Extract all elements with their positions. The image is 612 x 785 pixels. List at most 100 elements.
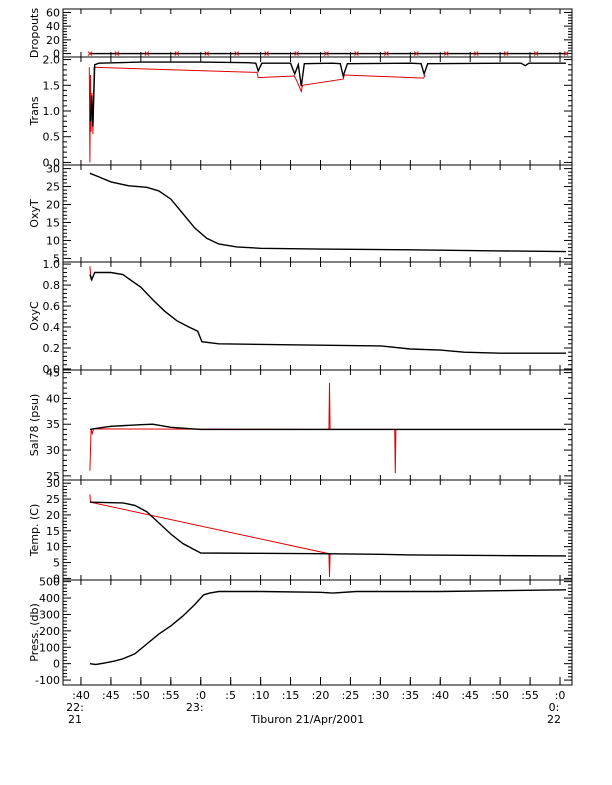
y-tick-label: 0 bbox=[53, 48, 60, 61]
dropout-marker bbox=[443, 51, 449, 56]
y-tick-label: 1.0 bbox=[43, 258, 61, 271]
y-tick-label: 10 bbox=[46, 541, 60, 554]
dropout-marker bbox=[324, 51, 329, 56]
y-tick-label: 15 bbox=[46, 525, 60, 538]
hour-label: 23: bbox=[186, 701, 204, 714]
x-tick-label: :35 bbox=[401, 689, 419, 702]
y-tick-label: 300 bbox=[39, 608, 60, 621]
dropout-marker bbox=[413, 51, 419, 56]
dropout-marker bbox=[294, 51, 299, 56]
panel-oxyt: 5 10 15 20 25 30 OxyT bbox=[28, 163, 573, 265]
y-tick-label: 0.0 bbox=[43, 363, 61, 376]
x-tick-label: :30 bbox=[372, 689, 390, 702]
y-tick-label: 25 bbox=[46, 470, 60, 483]
y-tick-label: 1.5 bbox=[43, 79, 61, 92]
series-temp bbox=[89, 501, 567, 557]
dropout-marker bbox=[204, 51, 210, 56]
y-axis-label: Dropouts bbox=[28, 8, 41, 58]
y-axis-label: OxyT bbox=[28, 199, 41, 228]
y-axis-label: Temp. (C) bbox=[28, 504, 41, 558]
x-tick-label: :45 bbox=[461, 689, 479, 702]
x-tick-label: :50 bbox=[491, 689, 509, 702]
x-tick-label: :0 bbox=[195, 689, 206, 702]
series-sal78 bbox=[89, 423, 566, 431]
y-tick-label: 0.8 bbox=[43, 279, 61, 292]
y-tick-label: 40 bbox=[46, 392, 60, 405]
hour-label: 0: bbox=[549, 701, 560, 714]
y-tick-label: 400 bbox=[39, 592, 60, 605]
y-tick-label: -100 bbox=[35, 674, 60, 687]
dropout-marker bbox=[563, 51, 569, 56]
series-raw-temp bbox=[89, 494, 331, 577]
dropout-marker bbox=[503, 51, 509, 56]
x-tick-label: :5 bbox=[225, 689, 236, 702]
x-tick-label: :55 bbox=[162, 689, 180, 702]
panel-trans: 0.0 0.5 1.0 1.5 2.0 Trans bbox=[28, 54, 573, 169]
y-tick-label: 45 bbox=[46, 367, 60, 380]
y-tick-label: 0.2 bbox=[43, 342, 61, 355]
y-tick-label: 500 bbox=[39, 576, 60, 589]
y-tick-label: 15 bbox=[46, 216, 60, 229]
panel-temp: 0 5 10 15 20 25 30 Temp. (C) bbox=[28, 477, 573, 585]
dropout-marker bbox=[114, 51, 120, 56]
y-tick-label: 20 bbox=[46, 199, 60, 212]
y-tick-label: 1.0 bbox=[43, 105, 61, 118]
day-label: 21 bbox=[68, 713, 82, 726]
x-tick-label: :40 bbox=[72, 689, 90, 702]
x-tick-label: :10 bbox=[252, 689, 270, 702]
panel-frame bbox=[62, 8, 573, 58]
y-tick-label: 25 bbox=[46, 493, 60, 506]
y-tick-label: 30 bbox=[46, 477, 60, 490]
y-tick-label: 5 bbox=[53, 252, 60, 265]
dropout-marker bbox=[264, 51, 269, 56]
x-tick-label: :55 bbox=[521, 689, 539, 702]
x-tick-label: :20 bbox=[312, 689, 330, 702]
series-raw-trans bbox=[88, 66, 426, 163]
y-tick-label: 20 bbox=[46, 509, 60, 522]
x-tick-label: :0 bbox=[555, 689, 566, 702]
x-tick-label: :50 bbox=[132, 689, 150, 702]
panel-frame bbox=[62, 164, 573, 263]
panel-sal78: 25 30 35 40 45 Sal78 (psu) bbox=[28, 367, 573, 483]
y-tick-label: 5 bbox=[53, 557, 60, 570]
series-trans bbox=[89, 61, 566, 127]
y-tick-label: 2.0 bbox=[43, 54, 61, 67]
y-tick-label: 60 bbox=[46, 6, 60, 19]
panel-frame bbox=[62, 56, 573, 166]
x-tick-label: :45 bbox=[102, 689, 120, 702]
y-tick-label: 40 bbox=[46, 20, 60, 33]
y-axis-label: Trans bbox=[28, 96, 41, 126]
y-tick-label: 30 bbox=[46, 163, 60, 176]
series-oxyc bbox=[89, 271, 566, 354]
dropout-marker bbox=[87, 51, 93, 56]
y-axis-label: Sal78 (psu) bbox=[28, 394, 41, 457]
y-tick-label: 0.5 bbox=[43, 131, 61, 144]
dropout-marker bbox=[473, 51, 479, 56]
y-tick-label: 25 bbox=[46, 181, 60, 194]
dropout-marker bbox=[354, 51, 359, 56]
y-tick-label: 0 bbox=[53, 658, 60, 671]
y-tick-label: 10 bbox=[46, 234, 60, 247]
y-tick-label: 0.6 bbox=[43, 300, 61, 313]
panel-frame bbox=[62, 261, 573, 371]
x-tick-label: :25 bbox=[342, 689, 360, 702]
dropout-marker bbox=[174, 51, 180, 56]
y-tick-label: 200 bbox=[39, 625, 60, 638]
panel-press: -100 0 100 200 300 400 500 Press. (db) bbox=[28, 576, 573, 687]
y-tick-label: 0.4 bbox=[43, 321, 61, 334]
dropout-marker bbox=[533, 51, 539, 56]
dropout-marker bbox=[234, 51, 240, 56]
y-axis-label: Press. (db) bbox=[28, 603, 41, 662]
y-tick-label: 0 bbox=[53, 572, 60, 585]
series-press bbox=[89, 589, 567, 666]
day-label: 22 bbox=[547, 713, 561, 726]
y-axis-label: OxyC bbox=[28, 301, 41, 331]
dropout-marker bbox=[384, 51, 389, 56]
panel-frame bbox=[62, 579, 573, 686]
series-oxyt bbox=[89, 172, 567, 253]
x-axis-label: Tiburon 21/Apr/2001 bbox=[250, 713, 364, 726]
y-tick-label: 20 bbox=[46, 34, 60, 47]
y-tick-label: 0.0 bbox=[43, 156, 61, 169]
